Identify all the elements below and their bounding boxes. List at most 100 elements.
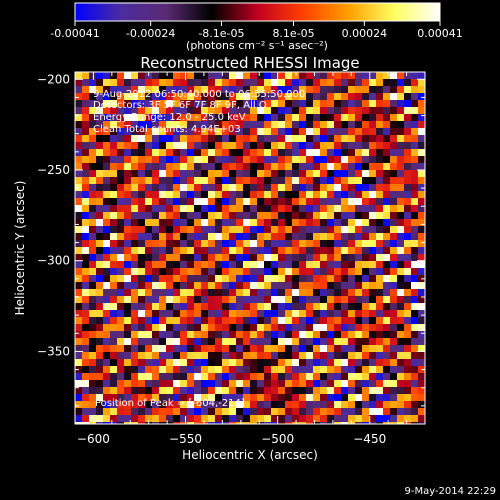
heatmap-cell (383, 233, 391, 241)
heatmap-cell (75, 93, 83, 101)
heatmap-cell (194, 296, 202, 304)
heatmap-cell (124, 394, 132, 402)
heatmap-cell (250, 254, 258, 262)
heatmap-cell (355, 247, 363, 255)
heatmap-cell (124, 198, 132, 206)
heatmap-cell (369, 359, 377, 367)
heatmap-cell (236, 212, 244, 220)
heatmap-cell (131, 373, 139, 381)
heatmap-cell (306, 422, 314, 424)
heatmap-cell (355, 380, 363, 388)
heatmap-cell (362, 240, 370, 248)
heatmap-cell (264, 79, 272, 87)
heatmap-cell (180, 191, 188, 199)
heatmap-cell (117, 254, 125, 262)
heatmap-cell (152, 317, 160, 325)
heatmap-cell (313, 408, 321, 416)
heatmap-cell (404, 261, 412, 269)
heatmap-cell (236, 142, 244, 150)
heatmap-cell (236, 317, 244, 325)
heatmap-cell (152, 128, 160, 136)
heatmap-cell (236, 289, 244, 297)
heatmap-cell (264, 212, 272, 220)
heatmap-cell (250, 247, 258, 255)
heatmap-cell (348, 156, 356, 164)
heatmap-cell (376, 345, 384, 353)
heatmap-cell (285, 401, 293, 409)
heatmap-cell (75, 373, 83, 381)
heatmap-cell (124, 338, 132, 346)
heatmap-cell (152, 191, 160, 199)
heatmap-cell (264, 401, 272, 409)
heatmap-cell (222, 226, 230, 234)
heatmap-cell (215, 107, 223, 115)
heatmap-cell (257, 289, 265, 297)
heatmap-cell (292, 310, 300, 318)
heatmap-cell (271, 142, 279, 150)
heatmap-cell (271, 268, 279, 276)
heatmap-cell (299, 163, 307, 171)
heatmap-cell (145, 100, 153, 108)
heatmap-cell (152, 380, 160, 388)
heatmap-cell (201, 261, 209, 269)
heatmap-cell (292, 380, 300, 388)
heatmap-cell (159, 359, 167, 367)
heatmap-cell (82, 331, 90, 339)
heatmap-cell (334, 268, 342, 276)
heatmap-cell (306, 268, 314, 276)
heatmap-cell (292, 331, 300, 339)
heatmap-cell (96, 198, 104, 206)
heatmap-cell (222, 394, 230, 402)
heatmap-cell (418, 72, 425, 80)
heatmap-cell (341, 261, 349, 269)
heatmap-cell (271, 387, 279, 395)
heatmap-cell (418, 415, 425, 423)
heatmap-cell (145, 86, 153, 94)
heatmap-cell (159, 240, 167, 248)
heatmap-cell (397, 303, 405, 311)
heatmap-cell (145, 212, 153, 220)
heatmap-cell (292, 212, 300, 220)
heatmap-cell (369, 268, 377, 276)
heatmap-cell (124, 135, 132, 143)
heatmap-cell (264, 135, 272, 143)
heatmap-cell (208, 205, 216, 213)
heatmap-cell (117, 401, 125, 409)
heatmap-cell (145, 170, 153, 178)
heatmap-cell (257, 422, 265, 424)
heatmap-cell (117, 79, 125, 87)
heatmap-cell (138, 303, 146, 311)
heatmap-cell (264, 310, 272, 318)
heatmap-cell (215, 233, 223, 241)
heatmap-cell (383, 156, 391, 164)
heatmap-cell (327, 135, 335, 143)
heatmap-cell (383, 422, 391, 424)
heatmap-cell (187, 282, 195, 290)
heatmap-cell (131, 86, 139, 94)
heatmap-cell (285, 366, 293, 374)
heatmap-cell (194, 233, 202, 241)
heatmap-cell (334, 226, 342, 234)
heatmap-cell (145, 219, 153, 227)
heatmap-cell (180, 359, 188, 367)
heatmap-cell (369, 310, 377, 318)
heatmap-cell (222, 380, 230, 388)
heatmap-cell (397, 254, 405, 262)
heatmap-cell (145, 128, 153, 136)
heatmap-cell (383, 247, 391, 255)
heatmap-cell (250, 191, 258, 199)
heatmap-cell (124, 366, 132, 374)
heatmap-cell (180, 198, 188, 206)
heatmap-cell (257, 184, 265, 192)
heatmap-cell (306, 324, 314, 332)
heatmap-cell (187, 394, 195, 402)
heatmap-cell (215, 128, 223, 136)
heatmap-cell (180, 79, 188, 87)
heatmap-cell (222, 170, 230, 178)
heatmap-cell (299, 170, 307, 178)
heatmap-cell (299, 303, 307, 311)
heatmap-cell (96, 275, 104, 283)
heatmap-cell (369, 275, 377, 283)
heatmap-cell (397, 212, 405, 220)
heatmap-cell (264, 422, 272, 424)
